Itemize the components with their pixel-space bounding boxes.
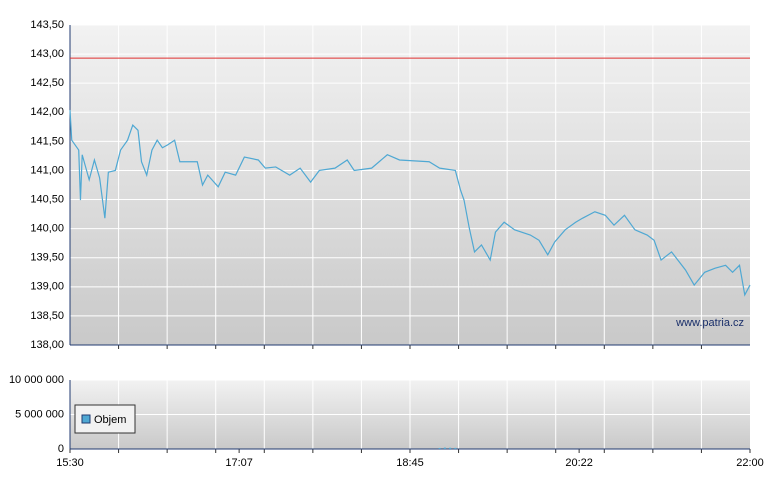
y-tick-label: 140,50 xyxy=(30,193,64,205)
y-tick-label: 143,50 xyxy=(30,19,64,31)
watermark: www.patria.cz xyxy=(675,317,744,329)
y-tick-label: 142,50 xyxy=(30,77,64,89)
volume-bar xyxy=(449,447,452,449)
y-tick-label: 0 xyxy=(58,443,64,455)
y-tick-label: 141,00 xyxy=(30,164,64,176)
volume-bar xyxy=(443,447,446,449)
y-tick-label: 141,50 xyxy=(30,135,64,147)
y-tick-label: 139,00 xyxy=(30,281,64,293)
legend-label: Objem xyxy=(94,414,126,426)
volume-bar xyxy=(438,447,441,449)
y-tick-label: 142,00 xyxy=(30,106,64,118)
y-tick-label: 140,00 xyxy=(30,223,64,235)
x-tick-label: 20:22 xyxy=(565,457,593,469)
y-tick-label: 10 000 000 xyxy=(9,374,64,386)
volume-bar xyxy=(454,447,457,449)
x-tick-label: 15:30 xyxy=(56,457,84,469)
y-tick-label: 143,00 xyxy=(30,48,64,60)
y-tick-label: 138,00 xyxy=(30,339,64,351)
x-tick-label: 22:00 xyxy=(736,457,764,469)
y-tick-label: 138,50 xyxy=(30,310,64,322)
x-tick-label: 17:07 xyxy=(225,457,253,469)
price-line xyxy=(69,109,751,297)
x-tick-label: 18:45 xyxy=(396,457,424,469)
y-tick-label: 5 000 000 xyxy=(15,408,64,420)
y-tick-label: 139,50 xyxy=(30,252,64,264)
legend-swatch xyxy=(81,414,91,424)
